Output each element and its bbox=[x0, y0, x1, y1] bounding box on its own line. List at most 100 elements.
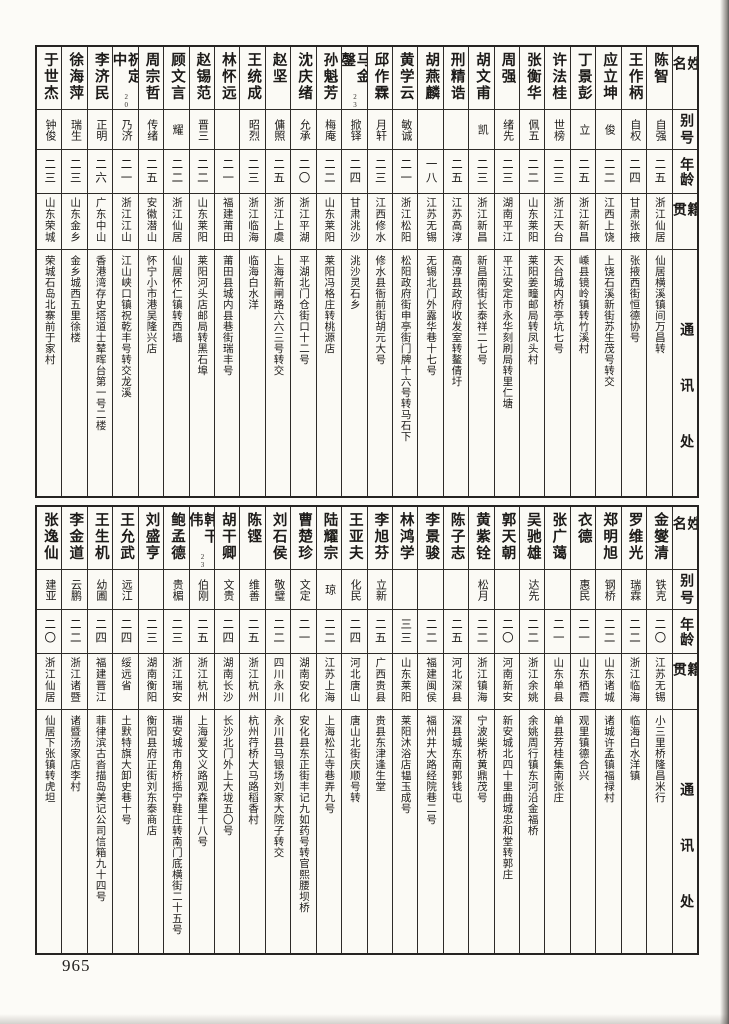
name-cell: 孙魁芳 bbox=[316, 47, 342, 110]
native-place-cell: 浙江瑞安 bbox=[164, 654, 189, 710]
age-cell: 二五 bbox=[367, 610, 392, 654]
alias-cell: 文定 bbox=[291, 570, 316, 610]
name-cell: 鲍孟德 bbox=[164, 507, 189, 570]
person-name: 罗维光 bbox=[626, 512, 643, 562]
person-name: 陆耀宗 bbox=[321, 512, 338, 562]
native-place-cell: 浙江仙居 bbox=[164, 194, 189, 250]
address-cell: 余姚周行镇东河沿金福桥 bbox=[526, 715, 538, 836]
age-cell: 二四 bbox=[621, 150, 647, 194]
age-cell: 二一 bbox=[545, 610, 570, 654]
age-cell: 二一 bbox=[392, 150, 418, 194]
directory-entry-column: 衣德 惠民 二一 山东栖霞 观里镇德合兴 bbox=[569, 507, 596, 953]
alias-cell bbox=[494, 570, 520, 610]
directory-entry-column: 郭天朝 二〇 河南新安 新安城北四十里曲城忠和堂转郭庄 bbox=[493, 507, 520, 953]
directory-entry-column: 刘石侯 敬璧 二二 四川永川 永川县马银场刘家大院子转交 bbox=[264, 507, 291, 953]
address-cell: 福州井大路经院巷二号 bbox=[425, 715, 437, 825]
name-cell: 祝定中 20 bbox=[113, 47, 138, 110]
name-cell: 邱作霖 bbox=[367, 47, 392, 110]
address-cell: 仙居下张镇转虎坦 bbox=[43, 715, 55, 803]
header-column: 姓名 别号 年龄 籍贯 通讯处 bbox=[671, 47, 697, 496]
alias-cell: 敏诚 bbox=[392, 110, 418, 150]
name-cell: 金燮清 bbox=[647, 507, 672, 570]
alias-cell: 钟俊 bbox=[37, 110, 62, 150]
native-place-cell: 浙江天台 bbox=[545, 194, 570, 250]
person-name: 刘盛亨 bbox=[143, 512, 160, 562]
alias-cell: 佩五 bbox=[520, 110, 545, 150]
header-alias-label: 别号 bbox=[672, 110, 697, 150]
address-cell: 上海松江寺巷弄九号 bbox=[323, 715, 335, 814]
native-place-cell: 绥远省 bbox=[113, 654, 138, 710]
age-cell: 二五 bbox=[443, 610, 469, 654]
name-cell: 王允武 bbox=[113, 507, 138, 570]
native-place-cell: 江西上饶 bbox=[596, 194, 621, 250]
name-cell: 周强 bbox=[494, 47, 520, 110]
alias-cell: 乃济 bbox=[113, 110, 138, 150]
address-cell: 洮沙灵石乡 bbox=[348, 255, 360, 310]
name-note: 23 bbox=[350, 93, 359, 109]
header-column: 姓名 别号 年龄 籍贯 通讯处 bbox=[671, 507, 697, 953]
person-name: 周强 bbox=[499, 52, 516, 85]
age-cell: 二三 bbox=[37, 150, 62, 194]
name-cell: 李旭芬 bbox=[367, 507, 392, 570]
native-place-cell: 江西修水 bbox=[367, 194, 392, 250]
person-name: 刑精诰 bbox=[448, 52, 465, 102]
directory-entry-column: 曹楚珍 文定 二一 湖南安化 安化县东正街丰记九如药号转官熙腰坝桥 bbox=[290, 507, 316, 953]
directory-entry-column: 赵坚 傭照 二五 浙江上虞 上海新闸路六六三号转交 bbox=[264, 47, 291, 496]
header-name-label: 姓名 bbox=[672, 507, 697, 570]
native-place-cell: 浙江临海 bbox=[240, 194, 265, 250]
alias-cell: 建亚 bbox=[37, 570, 62, 610]
native-place-cell: 甘肃洮沙 bbox=[342, 194, 367, 250]
header-name-label: 姓名 bbox=[672, 47, 697, 110]
address-cell: 唐山北街庆顺号转 bbox=[348, 715, 360, 803]
person-name: 孙魁芳 bbox=[321, 52, 338, 102]
address-cell: 上饶石溪新街苏生茂号转交 bbox=[603, 255, 615, 387]
person-name: 李济民 bbox=[92, 52, 109, 102]
age-cell: 二五 bbox=[189, 610, 214, 654]
native-place-cell: 江苏高淳 bbox=[443, 194, 469, 250]
native-place-cell: 山东莱阳 bbox=[392, 654, 418, 710]
address-cell: 上海爱文义路观森里十八号 bbox=[196, 715, 208, 847]
native-place-cell: 山东金乡 bbox=[62, 194, 87, 250]
address-cell: 深县城东南郭钱屯 bbox=[450, 715, 462, 803]
header-native-place-label: 籍贯 bbox=[672, 194, 697, 250]
alias-cell: 梅庵 bbox=[316, 110, 342, 150]
native-place-cell: 山东单县 bbox=[545, 654, 570, 710]
name-cell: 张广蔼 bbox=[545, 507, 570, 570]
alias-cell: 昭烈 bbox=[240, 110, 265, 150]
alias-cell: 达先 bbox=[520, 570, 545, 610]
alias-cell bbox=[138, 570, 164, 610]
alias-cell: 掀铎 bbox=[342, 110, 367, 150]
age-cell: 二一 bbox=[570, 610, 596, 654]
address-cell: 小三里桥隆昌米行 bbox=[653, 715, 665, 803]
person-name: 徐海萍 bbox=[67, 52, 84, 102]
alias-cell: 耀 bbox=[164, 110, 189, 150]
person-name: 胡文甫 bbox=[474, 52, 491, 102]
alias-cell: 傭照 bbox=[265, 110, 291, 150]
alias-cell: 幼圃 bbox=[87, 570, 113, 610]
directory-entry-column: 陈智 自强 二五 浙江仙居 仙居横溪镇间万昌转 bbox=[646, 47, 672, 496]
age-cell: 二五 bbox=[647, 150, 672, 194]
age-cell: 二二 bbox=[469, 610, 494, 654]
age-cell: 二五 bbox=[138, 150, 164, 194]
directory-entry-column: 金燮清 铁克 二〇 江苏无锡 小三里桥隆昌米行 bbox=[646, 507, 672, 953]
native-place-cell: 山东荣城 bbox=[37, 194, 62, 250]
directory-entry-column: 李济民 正明 二六 广东中山 香港湾存史塔道士辇晖台第一号二楼 bbox=[86, 47, 113, 496]
directory-entry-column: 王作柄 自权 二四 甘肃张掖 张掖西街恒德协号 bbox=[620, 47, 647, 496]
name-cell: 马金鏧 23 bbox=[342, 47, 367, 110]
name-cell: 陆耀宗 bbox=[316, 507, 342, 570]
alias-cell: 自强 bbox=[647, 110, 672, 150]
alias-cell: 远江 bbox=[113, 570, 138, 610]
directory-entry-column: 徐海萍 瑞生 二三 山东金乡 金乡城西五里徐楼 bbox=[61, 47, 87, 496]
directory-entry-column: 邱作霖 月轩 二三 江西修水 修水县衙前街胡元大号 bbox=[366, 47, 392, 496]
directory-table-top: 姓名 别号 年龄 籍贯 通讯处 陈智 自强 二五 浙江仙居 仙居横溪镇间万昌转 … bbox=[35, 45, 699, 498]
alias-cell: 贵楣 bbox=[164, 570, 189, 610]
age-cell: 二四 bbox=[87, 610, 113, 654]
age-cell: 二二 bbox=[520, 610, 545, 654]
address-cell: 新昌南街长泰祥二七号 bbox=[475, 255, 487, 365]
header-address-label: 通讯处 bbox=[678, 782, 694, 950]
person-name: 李旭芬 bbox=[372, 512, 389, 562]
address-cell: 长沙北门外上大垅五〇号 bbox=[221, 715, 233, 836]
name-note: 20 bbox=[122, 93, 131, 109]
directory-entry-column: 周强 绪先 二三 湖南平江 平江安定市永华刻刷局转里仁塘 bbox=[493, 47, 520, 496]
name-cell: 张逸仙 bbox=[37, 507, 62, 570]
